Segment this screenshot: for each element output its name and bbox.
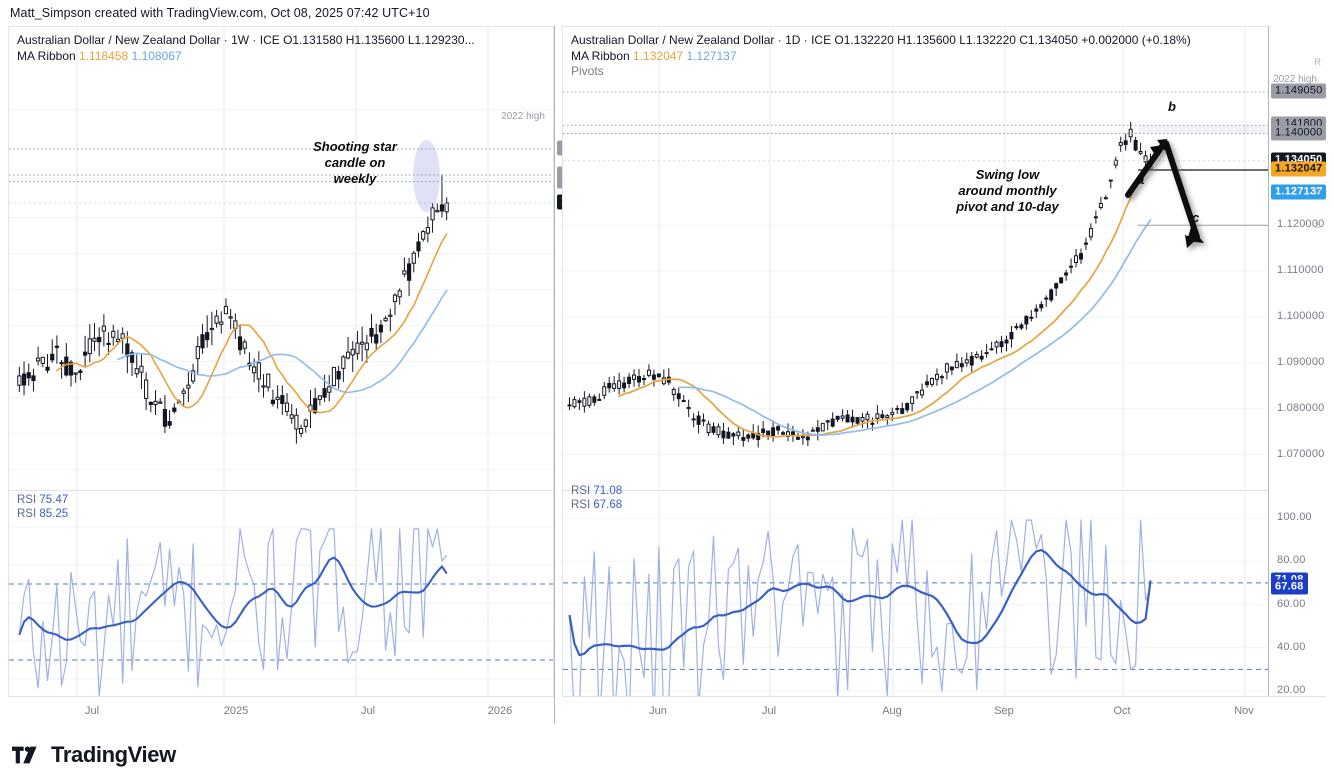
wave-label-a: a xyxy=(1137,172,1145,187)
left-chart-canvas xyxy=(9,27,553,723)
time-tick: 2026 xyxy=(487,705,513,717)
right-chart-plot[interactable] xyxy=(563,27,1325,723)
rsi-tick: 100.00 xyxy=(1277,510,1312,523)
rsi-tick: 40.00 xyxy=(1277,640,1306,653)
rsi-price-label[interactable]: 67.68 xyxy=(1271,579,1308,595)
pivot-tag-s: S xyxy=(1314,220,1321,231)
price-tick: 1.120000 xyxy=(1277,218,1325,231)
price-label-gray[interactable]: 1.140000 xyxy=(1271,125,1327,140)
rsi-tick: 60.00 xyxy=(1277,597,1306,610)
time-tick: Jun xyxy=(649,705,667,717)
wave-label-b: b xyxy=(1168,99,1176,114)
credit-line: Matt_Simpson created with TradingView.co… xyxy=(10,6,430,20)
price-tick: 1.080000 xyxy=(1277,401,1325,414)
price-tick: 1.070000 xyxy=(1277,447,1325,460)
price-label-gray[interactable]: 1.149050 xyxy=(1271,83,1327,99)
time-tick: Nov xyxy=(1234,705,1254,717)
shooting-star-highlight xyxy=(413,140,440,212)
time-tick: Jul xyxy=(761,705,777,717)
wave-label-c: c xyxy=(1192,210,1200,225)
right-chart-panel[interactable]: Australian Dollar / New Zealand Dollar ·… xyxy=(562,26,1326,724)
left-annotation-shooting-star: Shooting star candle on weekly xyxy=(313,139,397,186)
price-label-blue[interactable]: 1.127137 xyxy=(1271,184,1327,199)
tradingview-logo-icon xyxy=(12,746,37,764)
left-chart-panel[interactable]: Australian Dollar / New Zealand Dollar ·… xyxy=(8,26,554,724)
price-tick: 1.090000 xyxy=(1277,355,1325,368)
time-tick: 2025 xyxy=(223,705,249,717)
footer-branding: TradingView xyxy=(12,742,176,768)
right-time-axis[interactable]: Jun Jul Aug Sep Oct Nov xyxy=(562,696,1326,724)
left-axis-line xyxy=(554,26,555,724)
price-tick: 1.100000 xyxy=(1277,309,1325,322)
left-pane-separator xyxy=(9,490,553,491)
time-tick: Oct xyxy=(1113,705,1131,717)
time-tick: Sep xyxy=(994,705,1014,717)
right-axis-line xyxy=(1268,26,1269,724)
pivot-tag-p: P xyxy=(1314,187,1321,198)
price-label-orange[interactable]: 1.132047 xyxy=(1271,161,1327,177)
right-2022-high-tag: 2022 high xyxy=(1273,74,1317,85)
rsi-tick: 80.00 xyxy=(1277,554,1306,567)
price-tick: 1.110000 xyxy=(1277,264,1324,277)
pivot-tag-r: R xyxy=(1314,57,1321,68)
left-time-axis[interactable]: Jul 2025 Jul 2026 xyxy=(8,696,554,724)
time-tick: Jul xyxy=(84,705,100,717)
tradingview-wordmark: TradingView xyxy=(51,742,176,767)
right-chart-canvas xyxy=(563,27,1325,723)
time-tick: Aug xyxy=(882,705,902,717)
left-2022-high-tag: 2022 high xyxy=(501,111,545,122)
left-chart-plot[interactable] xyxy=(9,27,553,723)
rsi-tick: 20.00 xyxy=(1277,684,1306,697)
right-pane-separator xyxy=(563,490,1325,491)
right-price-axis[interactable]: 1.120000 1.110000 1.100000 1.090000 1.080000… xyxy=(1268,26,1334,724)
right-annotation-swing-low: Swing low around monthly pivot and 10-da… xyxy=(956,167,1059,214)
time-tick: Jul xyxy=(360,705,376,717)
